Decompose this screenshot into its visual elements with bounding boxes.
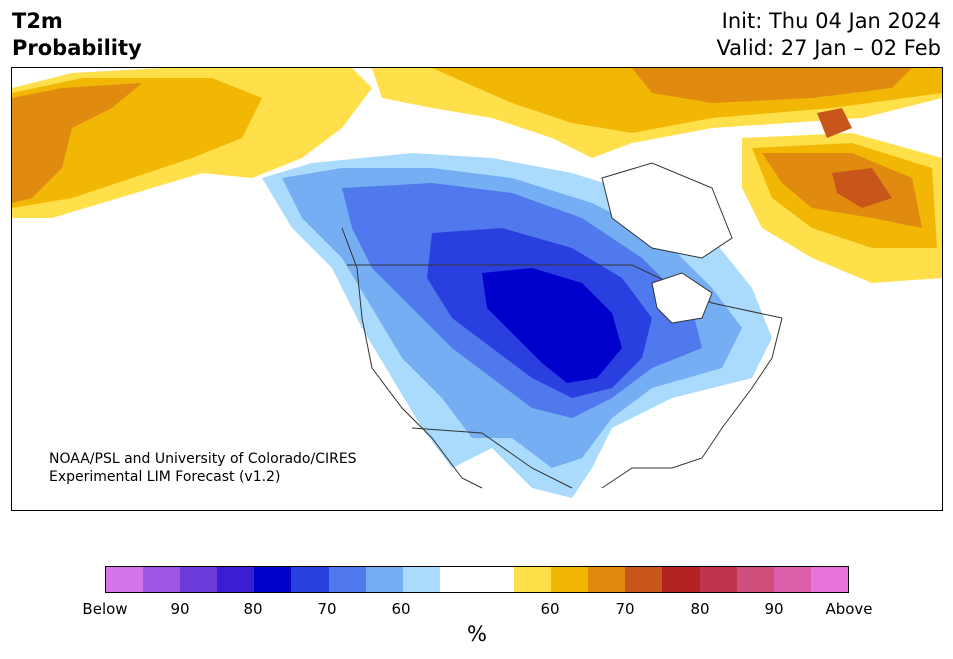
colorbar-segment xyxy=(736,567,774,592)
colorbar-segment xyxy=(254,567,292,592)
colorbar-segment xyxy=(439,567,477,592)
hudson-bay xyxy=(601,162,733,259)
warm-anomaly-baffin-peak xyxy=(817,108,852,138)
colorbar-tick-label: 70 xyxy=(317,600,337,618)
cold-anomaly-extreme xyxy=(482,268,622,383)
colorbar-segment xyxy=(625,567,663,592)
colorbar-tick-label: Above xyxy=(825,600,873,618)
colorbar-segment xyxy=(662,567,700,592)
west-coastline xyxy=(341,227,483,489)
colorbar-segment xyxy=(476,567,515,592)
warm-anomaly-alaska-strong xyxy=(12,83,142,203)
warm-anomaly-arctic-strong xyxy=(632,68,912,103)
forecast-map: NOAA/PSL and University of Colorado/CIRE… xyxy=(11,67,943,511)
great-lakes xyxy=(651,272,713,324)
colorbar-tick-label: Below xyxy=(82,600,128,618)
colorbar-segment xyxy=(699,567,737,592)
colorbar-segment xyxy=(328,567,366,592)
us-mexico-border xyxy=(411,427,573,489)
colorbar-tick-label: 80 xyxy=(243,600,263,618)
init-date: Init: Thu 04 Jan 2024 xyxy=(721,9,941,33)
colorbar-tick-label: 60 xyxy=(391,600,411,618)
product-label: Probability xyxy=(12,36,142,60)
colorbar-segment xyxy=(551,567,589,592)
map-credit: NOAA/PSL and University of Colorado/CIRE… xyxy=(49,450,357,486)
colorbar-unit: % xyxy=(467,622,487,646)
probability-map-graphic xyxy=(12,68,942,498)
credit-line-1: NOAA/PSL and University of Colorado/CIRE… xyxy=(49,451,357,467)
variable-label: T2m xyxy=(12,9,63,33)
colorbar-segment xyxy=(514,567,552,592)
colorbar-segment xyxy=(143,567,181,592)
colorbar-segment xyxy=(588,567,626,592)
colorbar-segment xyxy=(773,567,811,592)
colorbar-tick-label: 90 xyxy=(764,600,784,618)
east-coastline xyxy=(601,317,783,489)
warm-anomaly-quebec-peak xyxy=(832,168,892,208)
colorbar-segment xyxy=(810,567,848,592)
forecast-dates: Init: Thu 04 Jan 2024 Valid: 27 Jan – 02… xyxy=(716,8,941,62)
colorbar-tick-label: 80 xyxy=(690,600,710,618)
colorbar-segment xyxy=(217,567,255,592)
colorbar-tick-label: 70 xyxy=(615,600,635,618)
valid-date: Valid: 27 Jan – 02 Feb xyxy=(716,36,941,60)
colorbar-segment xyxy=(180,567,218,592)
colorbar-segment xyxy=(291,567,329,592)
map-title: T2m Probability xyxy=(12,8,142,62)
colorbar-tick-label: 90 xyxy=(170,600,190,618)
colorbar-segment xyxy=(365,567,403,592)
colorbar-segment xyxy=(402,567,440,592)
colorbar-tick-label: 60 xyxy=(540,600,560,618)
colorbar-segment xyxy=(106,567,144,592)
credit-line-2: Experimental LIM Forecast (v1.2) xyxy=(49,469,281,485)
probability-colorbar xyxy=(105,566,849,593)
